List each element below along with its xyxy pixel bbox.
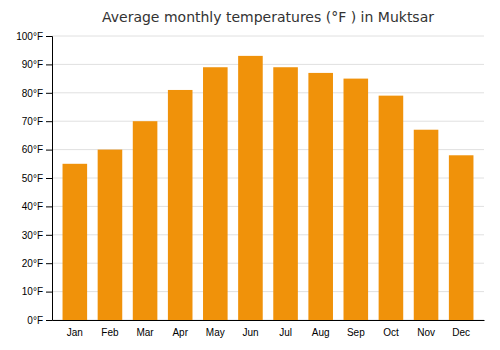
tick: Jul (279, 327, 292, 338)
tick-label: 60°F (22, 144, 43, 155)
tick-label: 30°F (22, 230, 43, 241)
tick: 50°F (22, 173, 52, 184)
bar (203, 67, 228, 320)
tick-label: Dec (452, 327, 470, 338)
tick: 40°F (22, 201, 52, 212)
tick-mark (46, 178, 52, 179)
title: Average monthly temperatures (°F ) in Mu… (102, 9, 434, 25)
tick: 70°F (22, 116, 52, 127)
bar (98, 150, 123, 320)
tick-mark (46, 263, 52, 264)
tick: 100°F (16, 31, 52, 42)
bar (238, 56, 263, 320)
tick: Nov (417, 327, 435, 338)
tick-label: Nov (417, 327, 435, 338)
grid-line (52, 121, 484, 122)
tick: 30°F (22, 230, 52, 241)
bar (63, 164, 88, 320)
tick-label: 70°F (22, 116, 43, 127)
tick-label: Apr (172, 327, 188, 338)
tick-label: 40°F (22, 201, 43, 212)
tick: 10°F (22, 286, 52, 297)
tick-mark (46, 206, 52, 207)
tick: Mar (136, 327, 154, 338)
y-axis: 0°F 10°F 20°F 30°F 40°F 50°F 60°F 70°F 80°F 90°F 1… (16, 31, 52, 326)
tick-label: May (206, 327, 225, 338)
x-axis: Jan Feb Mar Apr May Jun Jul Aug Sep Oct Nov Dec (53, 321, 485, 339)
tick: 80°F (22, 88, 52, 99)
tick: 20°F (22, 258, 52, 269)
bar (344, 79, 369, 320)
tick-label: Oct (383, 327, 399, 338)
bar (168, 90, 193, 320)
tick-label: Mar (136, 327, 154, 338)
plot: 0°F 10°F 20°F 30°F 40°F 50°F 60°F 70°F 80°F 90°F 1… (16, 31, 484, 338)
tick-label: 50°F (22, 173, 43, 184)
tick-mark (46, 64, 52, 65)
tick: 0°F (27, 315, 52, 326)
bars (63, 56, 474, 320)
tick-label: Jan (67, 327, 83, 338)
tick: Apr (172, 327, 188, 338)
tick: Jan (67, 327, 83, 338)
tick: Dec (452, 327, 470, 338)
tick: 60°F (22, 144, 52, 155)
bar (449, 155, 474, 320)
tick-label: Feb (101, 327, 119, 338)
tick-mark (46, 235, 52, 236)
tick: May (206, 327, 225, 338)
tick: Aug (312, 327, 330, 338)
tick-label: 90°F (22, 59, 43, 70)
bar (379, 96, 404, 320)
grid-line (52, 64, 484, 65)
bar (414, 130, 439, 320)
tick: 90°F (22, 59, 52, 70)
tick: Jun (242, 327, 258, 338)
tick: Oct (383, 327, 399, 338)
tick-label: 100°F (16, 31, 43, 42)
tick-mark (46, 36, 52, 37)
tick-label: 0°F (27, 315, 43, 326)
chart: 0°F 10°F 20°F 30°F 40°F 50°F 60°F 70°F 80°F 90°F 1… (0, 0, 500, 350)
tick-mark (46, 292, 52, 293)
tick-label: Jul (279, 327, 292, 338)
tick-label: 80°F (22, 88, 43, 99)
tick-mark (46, 121, 52, 122)
grid-line (52, 36, 484, 37)
tick-mark (46, 320, 52, 321)
tick-label: Aug (312, 327, 330, 338)
grid-line (52, 92, 484, 93)
tick-mark (46, 93, 52, 94)
bar (308, 73, 333, 320)
tick-label: 10°F (22, 286, 43, 297)
bar (273, 67, 298, 320)
tick-mark (46, 150, 52, 151)
tick: Feb (101, 327, 119, 338)
axis-line (46, 37, 53, 321)
bar (133, 121, 158, 320)
axis-line (53, 320, 485, 321)
grid (52, 36, 484, 320)
tick-label: 20°F (22, 258, 43, 269)
tick: Sep (347, 327, 365, 338)
tick-label: Jun (242, 327, 258, 338)
tick-label: Sep (347, 327, 365, 338)
